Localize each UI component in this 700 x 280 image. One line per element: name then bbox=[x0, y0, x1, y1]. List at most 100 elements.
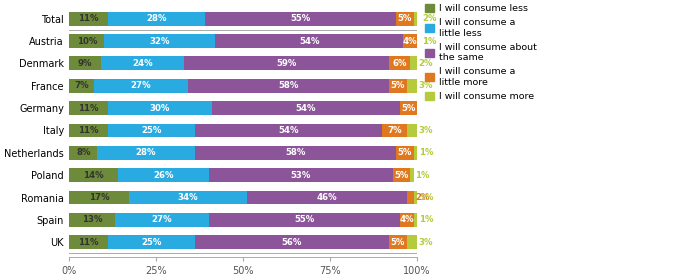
Text: 46%: 46% bbox=[316, 193, 337, 202]
Bar bbox=[69, 101, 108, 115]
Bar bbox=[69, 168, 118, 182]
Text: 9%: 9% bbox=[78, 59, 92, 68]
Text: 54%: 54% bbox=[278, 126, 299, 135]
Text: 3%: 3% bbox=[419, 81, 433, 90]
Bar bbox=[209, 213, 400, 227]
Bar bbox=[417, 34, 421, 48]
Text: 59%: 59% bbox=[276, 59, 297, 68]
Bar bbox=[389, 57, 410, 70]
Bar bbox=[108, 123, 195, 137]
Text: 11%: 11% bbox=[78, 238, 99, 247]
Text: 53%: 53% bbox=[290, 171, 311, 180]
Text: 25%: 25% bbox=[141, 238, 161, 247]
Text: 32%: 32% bbox=[150, 37, 170, 46]
Text: 5%: 5% bbox=[391, 81, 405, 90]
Text: 11%: 11% bbox=[78, 14, 99, 23]
Text: 8%: 8% bbox=[76, 148, 90, 157]
Bar bbox=[69, 146, 97, 160]
Text: 10%: 10% bbox=[77, 37, 97, 46]
Legend: I will consume less, I will consume a
little less, I will consume about
the same: I will consume less, I will consume a li… bbox=[426, 4, 536, 101]
Bar bbox=[195, 123, 382, 137]
Text: 55%: 55% bbox=[290, 14, 311, 23]
Bar bbox=[212, 101, 400, 115]
Bar bbox=[115, 213, 209, 227]
Text: 28%: 28% bbox=[146, 14, 167, 23]
Bar bbox=[400, 213, 414, 227]
Bar bbox=[396, 12, 414, 26]
Text: 3%: 3% bbox=[419, 238, 433, 247]
Text: 30%: 30% bbox=[150, 104, 170, 113]
Text: 1%: 1% bbox=[422, 37, 437, 46]
Text: 54%: 54% bbox=[299, 37, 320, 46]
Bar bbox=[69, 34, 104, 48]
Text: 24%: 24% bbox=[132, 59, 153, 68]
Text: 2%: 2% bbox=[415, 193, 430, 202]
Text: 5%: 5% bbox=[391, 238, 405, 247]
Text: 27%: 27% bbox=[130, 81, 151, 90]
Bar bbox=[400, 101, 417, 115]
Bar bbox=[414, 213, 417, 227]
Bar bbox=[94, 79, 188, 93]
Bar bbox=[108, 101, 212, 115]
Bar bbox=[101, 57, 184, 70]
Bar bbox=[407, 235, 417, 249]
Text: 2%: 2% bbox=[422, 14, 437, 23]
Bar bbox=[188, 79, 389, 93]
Text: 1%: 1% bbox=[419, 148, 433, 157]
Bar bbox=[108, 235, 195, 249]
Bar bbox=[209, 168, 393, 182]
Text: 11%: 11% bbox=[78, 104, 99, 113]
Bar bbox=[414, 146, 417, 160]
Bar bbox=[410, 57, 417, 70]
Text: 5%: 5% bbox=[394, 171, 409, 180]
Bar bbox=[69, 79, 94, 93]
Bar bbox=[104, 34, 216, 48]
Bar bbox=[118, 168, 209, 182]
Bar bbox=[69, 12, 108, 26]
Text: 4%: 4% bbox=[402, 37, 417, 46]
Bar bbox=[69, 213, 115, 227]
Bar bbox=[389, 79, 407, 93]
Bar bbox=[414, 191, 417, 204]
Bar bbox=[393, 168, 410, 182]
Bar bbox=[129, 191, 247, 204]
Bar bbox=[195, 235, 389, 249]
Bar bbox=[396, 146, 414, 160]
Bar bbox=[97, 146, 195, 160]
Text: 34%: 34% bbox=[177, 193, 198, 202]
Text: 3%: 3% bbox=[419, 126, 433, 135]
Text: 14%: 14% bbox=[83, 171, 104, 180]
Text: 17%: 17% bbox=[89, 193, 109, 202]
Bar bbox=[69, 57, 101, 70]
Bar bbox=[184, 57, 389, 70]
Text: 58%: 58% bbox=[279, 81, 299, 90]
Text: 58%: 58% bbox=[285, 148, 306, 157]
Bar bbox=[247, 191, 407, 204]
Text: 1%: 1% bbox=[415, 171, 430, 180]
Text: 5%: 5% bbox=[401, 104, 416, 113]
Text: 1%: 1% bbox=[419, 215, 433, 224]
Bar bbox=[108, 12, 205, 26]
Text: 5%: 5% bbox=[398, 148, 412, 157]
Bar bbox=[195, 146, 396, 160]
Bar bbox=[69, 191, 129, 204]
Text: 27%: 27% bbox=[151, 215, 172, 224]
Text: 25%: 25% bbox=[141, 126, 161, 135]
Bar bbox=[389, 235, 407, 249]
Text: 13%: 13% bbox=[82, 215, 102, 224]
Bar bbox=[403, 34, 417, 48]
Bar bbox=[407, 123, 417, 137]
Bar bbox=[69, 123, 108, 137]
Text: 55%: 55% bbox=[294, 215, 314, 224]
Text: 7%: 7% bbox=[387, 126, 402, 135]
Text: 54%: 54% bbox=[295, 104, 316, 113]
Bar bbox=[382, 123, 407, 137]
Text: 6%: 6% bbox=[393, 59, 407, 68]
Text: 56%: 56% bbox=[282, 238, 302, 247]
Bar bbox=[205, 12, 396, 26]
Bar bbox=[410, 168, 414, 182]
Text: 11%: 11% bbox=[78, 126, 99, 135]
Text: 7%: 7% bbox=[74, 81, 89, 90]
Text: 2%: 2% bbox=[419, 59, 433, 68]
Text: 28%: 28% bbox=[136, 148, 156, 157]
